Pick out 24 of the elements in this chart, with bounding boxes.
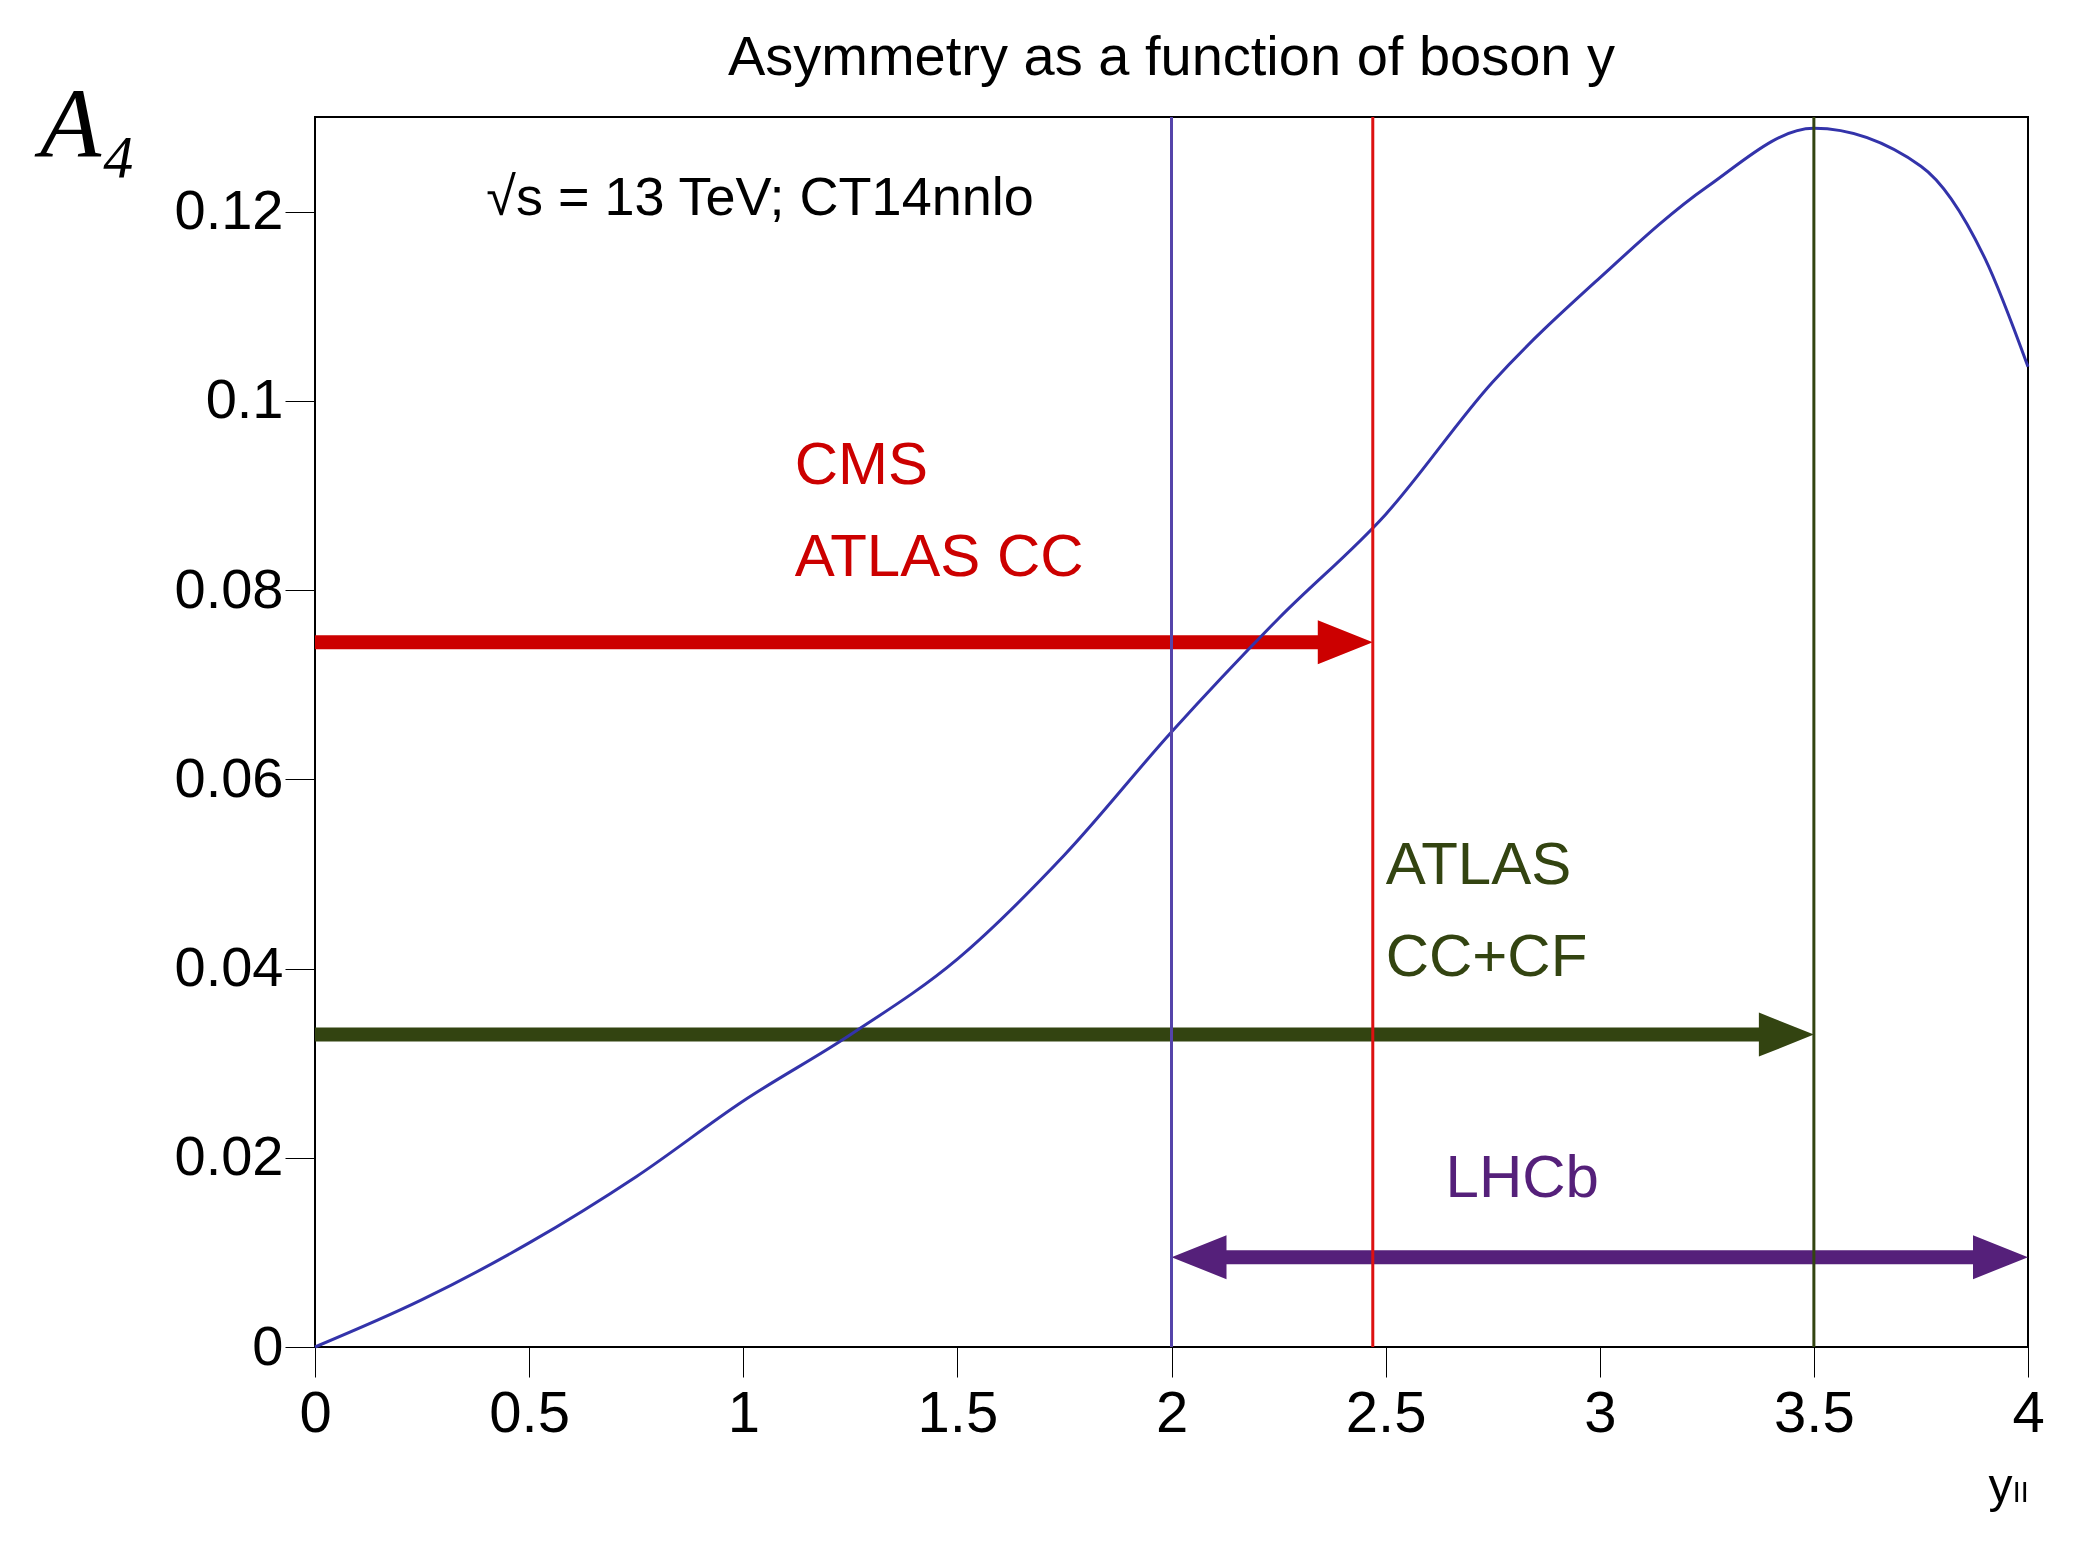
x-tick-label: 2 xyxy=(1155,1378,1189,1444)
annotation: √s = 13 TeV; CT14nnlo xyxy=(486,166,1034,227)
x-tick-label: 1.5 xyxy=(917,1378,999,1444)
x-tick-label: 0 xyxy=(299,1378,332,1444)
x-tick-label: 4 xyxy=(2012,1378,2045,1444)
y-tick-label: 0.12 xyxy=(174,178,284,242)
annotation: LHCb xyxy=(1445,1143,1599,1211)
annotation: CMS ATLAS CC xyxy=(794,429,1084,589)
x-axis-title: yₗₗ xyxy=(1988,1458,2029,1512)
x-tick-label: 3.5 xyxy=(1774,1378,1855,1444)
x-tick-label: 1 xyxy=(727,1378,760,1444)
y-tick-label: 0.08 xyxy=(174,556,284,620)
y-tick-label: 0.06 xyxy=(174,745,284,809)
y-tick-label: 0.1 xyxy=(205,367,284,431)
y-axis-title: A₄ xyxy=(34,68,136,179)
y-tick-label: 0 xyxy=(252,1313,284,1377)
x-tick-label: 0.5 xyxy=(489,1378,570,1444)
x-tick-label: 3 xyxy=(1584,1378,1617,1444)
line-series xyxy=(313,126,2030,1349)
x-tick-label: 2.5 xyxy=(1345,1378,1427,1444)
y-tick-label: 0.02 xyxy=(174,1124,284,1188)
chart-title: Asymmetry as a function of boson y xyxy=(727,24,1616,87)
y-tick-label: 0.04 xyxy=(174,935,284,999)
annotation: ATLAS CC+CF xyxy=(1385,829,1588,989)
